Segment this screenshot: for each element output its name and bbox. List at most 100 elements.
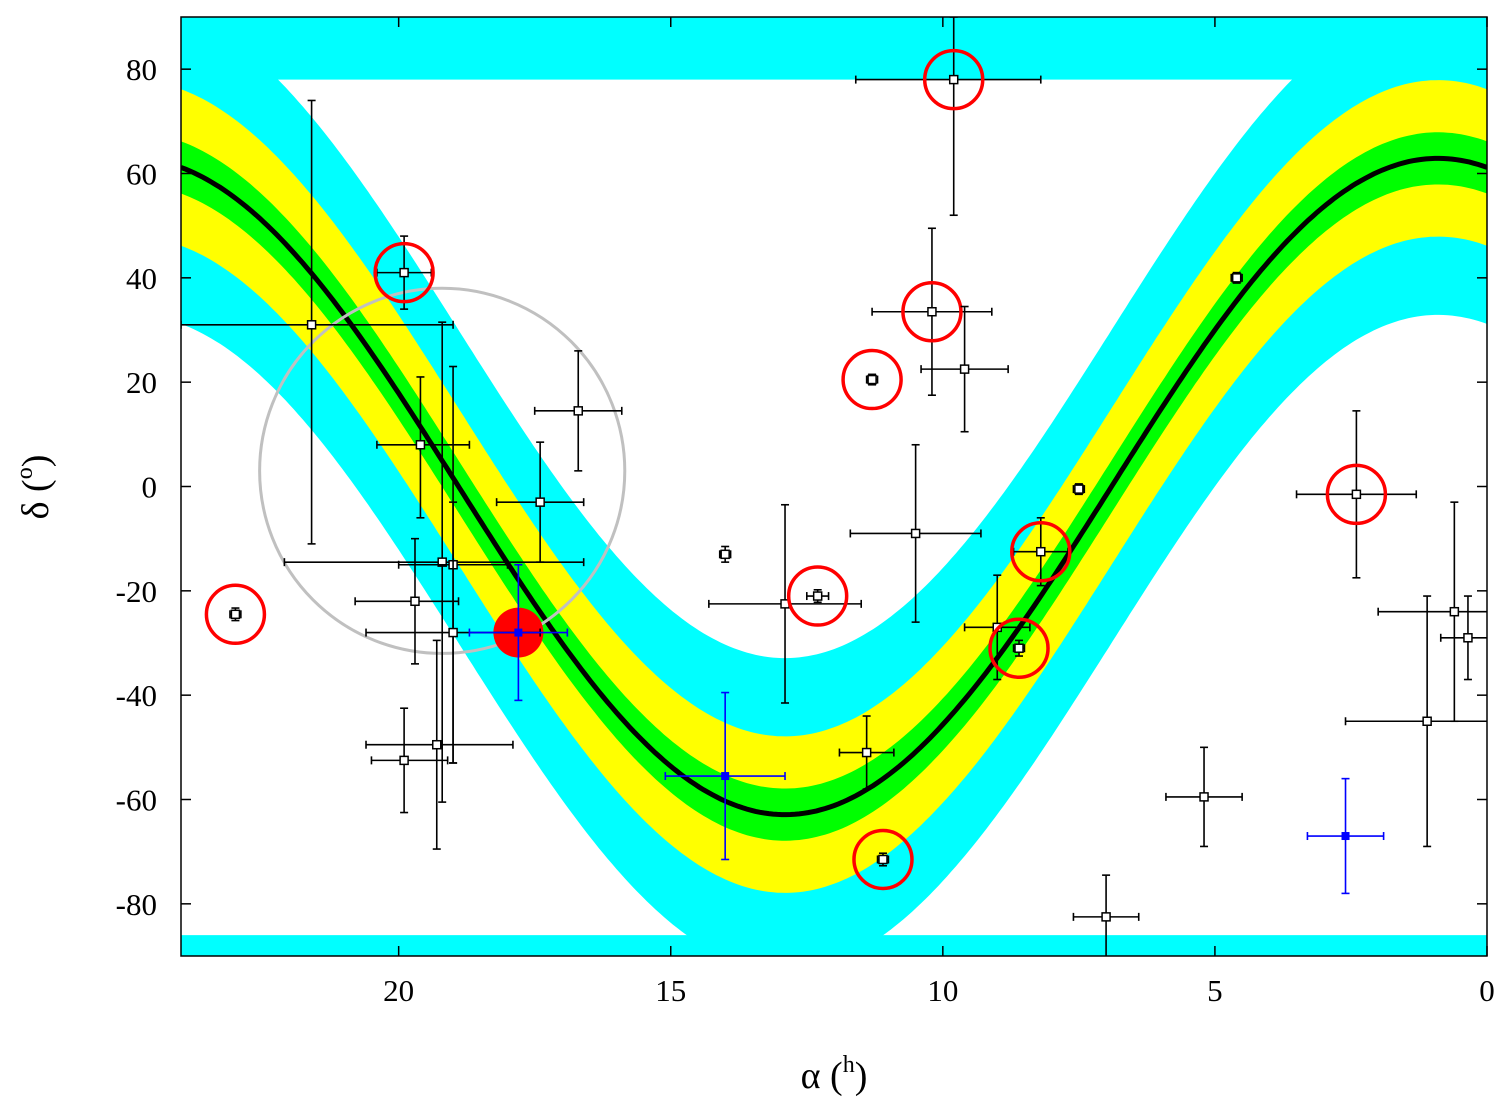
data-point-12 bbox=[365, 639, 514, 850]
data-point-16 bbox=[664, 691, 786, 861]
blue-point-marker bbox=[514, 628, 523, 637]
data-point-31 bbox=[1230, 271, 1243, 284]
point-marker bbox=[306, 320, 317, 330]
point-marker bbox=[399, 267, 409, 278]
point-marker bbox=[573, 406, 583, 416]
blue-point-marker bbox=[721, 772, 730, 781]
point-marker bbox=[410, 596, 420, 607]
data-point-27 bbox=[1010, 516, 1072, 587]
data-point-5 bbox=[533, 350, 623, 472]
data-point-20 bbox=[849, 443, 982, 623]
north-polar-region bbox=[181, 17, 1487, 80]
data-point-36 bbox=[1439, 595, 1487, 681]
point-marker bbox=[878, 854, 888, 865]
y-axis-label-base: δ ( bbox=[15, 479, 57, 519]
data-point-26 bbox=[988, 617, 1050, 679]
point-marker bbox=[959, 364, 970, 374]
highlight-circle bbox=[373, 241, 435, 304]
point-marker bbox=[1449, 606, 1460, 617]
x-axis-label: α (h) bbox=[801, 1052, 868, 1097]
y-tick-label: -20 bbox=[116, 574, 157, 609]
point-marker bbox=[1199, 792, 1209, 802]
data-point-19 bbox=[841, 348, 903, 411]
point-marker bbox=[948, 74, 959, 85]
point-marker bbox=[1074, 484, 1084, 494]
data-point-21 bbox=[871, 227, 993, 397]
x-tick-label: 20 bbox=[383, 973, 414, 1008]
data-point-2 bbox=[181, 99, 454, 545]
data-point-32 bbox=[1295, 410, 1418, 579]
data-point-17 bbox=[708, 503, 863, 704]
x-tick-label: 5 bbox=[1207, 973, 1223, 1008]
point-marker bbox=[535, 497, 545, 507]
point-marker bbox=[861, 747, 872, 758]
highlight-circle bbox=[1325, 463, 1388, 526]
point-marker bbox=[1231, 273, 1242, 283]
point-marker bbox=[415, 440, 426, 450]
y-tick-label: 20 bbox=[126, 365, 157, 400]
highlight-circle bbox=[852, 828, 914, 891]
y-axis-label: δ (o) bbox=[12, 455, 57, 520]
data-point-14 bbox=[204, 583, 267, 646]
data-point-7 bbox=[283, 321, 585, 803]
data-point-layer bbox=[181, 17, 1487, 956]
highlight-circle bbox=[901, 280, 963, 343]
data-point-23 bbox=[838, 715, 895, 790]
y-tick-label: 80 bbox=[126, 52, 157, 87]
y-axis-label-sup: o bbox=[12, 467, 38, 479]
tick-layer: 20 15 10 5 0 80 60 40 20 0 -20 -40 -60 -80 bbox=[116, 17, 1495, 1008]
data-point-35 bbox=[1344, 595, 1487, 848]
y-tick-label: 60 bbox=[126, 157, 157, 192]
point-marker bbox=[1101, 912, 1111, 922]
y-tick-label: -60 bbox=[116, 783, 157, 818]
data-point-4 bbox=[376, 376, 471, 519]
x-axis-label-close: ) bbox=[855, 1055, 868, 1097]
data-point-22 bbox=[920, 305, 1009, 433]
data-point-18 bbox=[786, 565, 849, 627]
point-marker bbox=[399, 755, 409, 766]
highlight-circle bbox=[204, 583, 267, 646]
data-point-24 bbox=[852, 828, 914, 891]
point-marker bbox=[910, 528, 921, 539]
data-point-29 bbox=[1072, 874, 1140, 956]
data-point-6 bbox=[495, 441, 585, 563]
x-tick-label: 15 bbox=[655, 973, 686, 1008]
x-tick-label: 10 bbox=[927, 973, 958, 1008]
x-tick-label: 0 bbox=[1479, 973, 1495, 1008]
y-tick-label: 0 bbox=[142, 470, 158, 505]
point-marker bbox=[1036, 546, 1046, 557]
point-marker bbox=[432, 739, 442, 750]
blue-point-marker bbox=[1341, 832, 1350, 841]
data-point-28 bbox=[1072, 483, 1086, 496]
point-marker bbox=[1351, 489, 1362, 500]
point-marker bbox=[1463, 633, 1473, 643]
highlight-circle bbox=[786, 565, 849, 627]
data-point-33 bbox=[1306, 777, 1385, 895]
data-point-11 bbox=[468, 563, 569, 702]
point-marker bbox=[437, 557, 447, 567]
point-marker bbox=[812, 591, 823, 601]
data-point-13 bbox=[370, 707, 449, 814]
y-tick-label: -40 bbox=[116, 678, 157, 713]
x-axis-label-base: α ( bbox=[801, 1055, 843, 1097]
y-tick-label: 40 bbox=[126, 261, 157, 296]
data-point-15 bbox=[718, 545, 732, 563]
galactic-plane-curve bbox=[181, 155, 1487, 818]
y-tick-label: -80 bbox=[116, 887, 157, 922]
data-point-30 bbox=[1165, 746, 1243, 848]
highlight-circle bbox=[988, 617, 1050, 679]
highlight-circle bbox=[841, 348, 903, 411]
highlight-circle bbox=[922, 48, 985, 111]
point-marker bbox=[927, 306, 937, 317]
y-axis-label-close: ) bbox=[15, 455, 57, 468]
highlight-circle bbox=[1010, 520, 1072, 583]
point-marker bbox=[1422, 716, 1432, 726]
south-polar-region bbox=[181, 935, 1487, 956]
point-marker bbox=[448, 627, 458, 638]
point-marker bbox=[230, 609, 241, 620]
point-marker bbox=[1014, 643, 1024, 653]
data-point-1 bbox=[854, 17, 1042, 217]
point-marker bbox=[720, 549, 730, 560]
